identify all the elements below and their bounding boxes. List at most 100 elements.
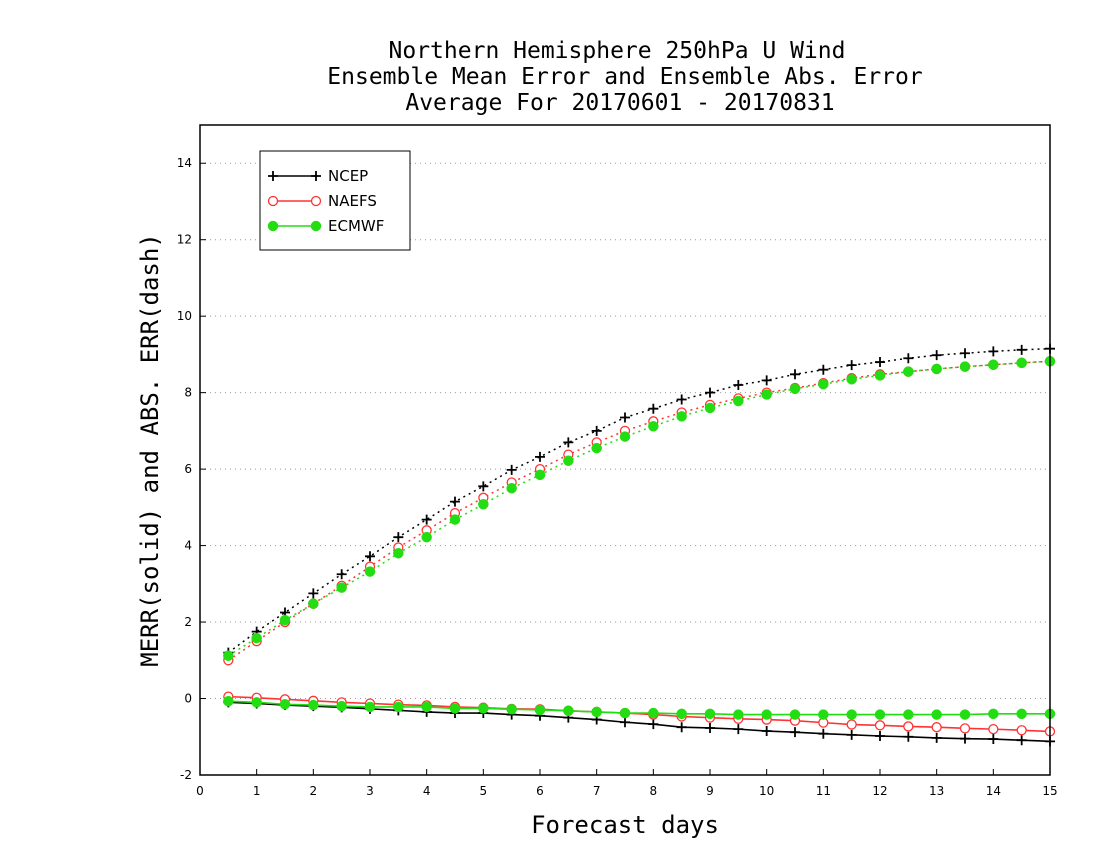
ecmwf-abs-err-point (534, 469, 546, 481)
ecmwf-abs-err-point (874, 370, 886, 381)
ecmwf-abs-err-line (227, 360, 1051, 657)
ecmwf-merr-point (733, 709, 744, 720)
y-tick-label: 6 (184, 462, 192, 476)
x-axis-label: Forecast days (531, 811, 719, 839)
y-tick-label: 10 (177, 309, 192, 323)
legend-items: NCEP NAEFS ECMWF (267, 167, 384, 235)
legend-marker (310, 195, 322, 207)
ecmwf-merr-point (761, 709, 772, 720)
ecmwf-merr-point (364, 701, 376, 713)
ecmwf-merr-point (1016, 708, 1027, 720)
ecmwf-merr-point (846, 709, 857, 720)
x-tick-label: 9 (706, 784, 714, 798)
ncep-abs-err-point (733, 380, 744, 390)
naefs-merr-point (1016, 725, 1027, 736)
ncep-merr-point (988, 734, 999, 745)
ecmwf-abs-err-point (846, 374, 857, 385)
y-tick-label: 14 (177, 156, 192, 170)
ecmwf-abs-err-point (818, 378, 829, 390)
ncep-abs-err-point (336, 569, 347, 580)
x-tick-label: 7 (593, 784, 601, 798)
legend-item-ncep: NCEP (268, 167, 368, 185)
ecmwf-merr-point (251, 697, 262, 708)
ecmwf-merr-point (506, 703, 517, 715)
x-tick-label: 15 (1042, 784, 1057, 798)
x-tick-label: 8 (650, 784, 658, 798)
x-tick-label: 12 (872, 784, 887, 798)
legend: NCEP NAEFS ECMWF (259, 150, 411, 251)
ecmwf-merr-point (393, 701, 404, 713)
ncep-merr-point (931, 732, 942, 743)
ncep-merr-point (1016, 735, 1027, 746)
ecmwf-merr-point (449, 703, 461, 714)
ecmwf-merr-point (903, 709, 914, 720)
ncep-abs-err-point (478, 481, 489, 492)
ecmwf-abs-err-point (279, 614, 291, 626)
series-ncep (223, 343, 1055, 747)
ecmwf-abs-err-point (308, 598, 319, 609)
ecmwf-abs-err-point (988, 359, 999, 370)
ncep-abs-err-line (227, 347, 1051, 654)
ncep-abs-err-point (421, 514, 432, 525)
ecmwf-abs-err-point (478, 499, 489, 510)
ncep-abs-err-point (450, 496, 460, 507)
ecmwf-merr-point (591, 706, 602, 718)
y-tick-label: 0 (184, 692, 192, 706)
x-tick-label: 3 (366, 784, 374, 798)
ncep-merr-line (228, 701, 1051, 743)
ncep-merr-point (676, 722, 687, 733)
ecmwf-abs-err-point (506, 482, 517, 494)
ecmwf-abs-err-point (959, 361, 971, 372)
naefs-merr-point (931, 722, 942, 733)
x-tick-label: 5 (480, 784, 488, 798)
y-tick-label: 12 (177, 233, 192, 247)
ncep-merr-point (648, 719, 659, 730)
ecmwf-merr-point (676, 708, 687, 720)
ecmwf-abs-err-point (251, 632, 262, 644)
ncep-abs-err-point (648, 403, 659, 414)
ecmwf-merr-point (619, 707, 631, 719)
title-line-2: Ensemble Mean Error and Ensemble Abs. Er… (327, 64, 922, 90)
x-tick-label: 2 (310, 784, 318, 798)
plot-frame (199, 124, 1051, 776)
y-axis-label: MERR(solid) and ABS. ERR(dash) (136, 233, 164, 666)
ecmwf-merr-point (931, 709, 942, 720)
legend-marker (268, 171, 278, 181)
ecmwf-merr-point (223, 695, 234, 707)
ncep-abs-err-point (365, 551, 375, 562)
ecmwf-abs-err-point (619, 431, 631, 442)
ncep-abs-err-point (676, 394, 687, 405)
ncep-merr-point (875, 731, 885, 741)
title-line-1: Northern Hemisphere 250hPa U Wind (389, 38, 846, 64)
ecmwf-abs-err-point (393, 547, 404, 559)
chart-title: Northern Hemisphere 250hPa U Wind Ensemb… (327, 38, 922, 116)
ecmwf-abs-err-point (364, 566, 376, 577)
plot-series (223, 343, 1056, 747)
ecmwf-abs-err-point (223, 650, 234, 661)
legend-marker (267, 195, 279, 207)
ecmwf-merr-point (478, 703, 489, 714)
ncep-merr-point (705, 722, 715, 733)
legend-marker (310, 220, 322, 232)
ecmwf-merr-point (959, 709, 971, 720)
ncep-merr-point (761, 726, 772, 737)
ncep-merr-point (620, 717, 630, 728)
title-line-3: Average For 20170601 - 20170831 (405, 90, 834, 116)
naefs-abs-err-line (227, 360, 1051, 661)
ecmwf-merr-point (563, 705, 574, 717)
legend-marker (267, 220, 279, 232)
legend-label-naefs: NAEFS (328, 192, 377, 210)
ncep-abs-err-point (620, 412, 630, 423)
ecmwf-abs-err-point (733, 395, 744, 407)
ncep-abs-err-point (903, 353, 914, 364)
ncep-merr-point (846, 729, 857, 740)
ncep-abs-err-point (535, 451, 545, 462)
naefs-merr-point (846, 719, 857, 730)
ecmwf-merr-point (279, 699, 291, 710)
ncep-abs-err-point (393, 532, 404, 543)
legend-item-naefs: NAEFS (267, 192, 377, 210)
ncep-merr-point (733, 724, 744, 735)
ecmwf-abs-err-point (761, 389, 772, 400)
x-tick-label: 4 (423, 784, 431, 798)
